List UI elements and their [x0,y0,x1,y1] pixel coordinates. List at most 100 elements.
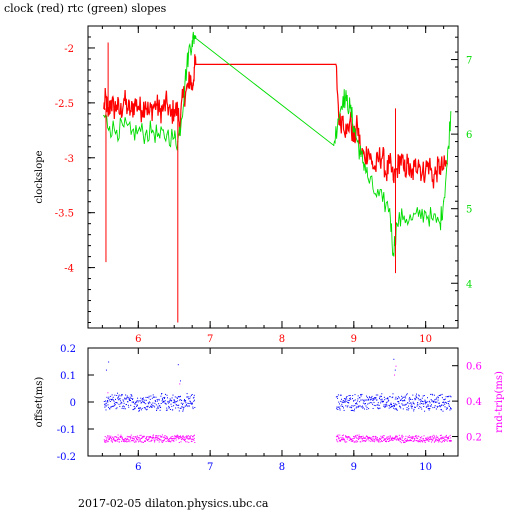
data-point [448,406,450,407]
data-point [180,437,182,439]
data-point [445,435,447,437]
data-point [343,409,345,411]
data-point [387,397,389,399]
data-point [160,403,162,404]
data-point [374,193,376,195]
data-point [375,436,377,438]
data-point [368,440,370,442]
data-point [114,440,116,441]
data-point [348,402,350,404]
data-point [159,439,161,441]
data-point [338,401,340,403]
data-point [113,400,115,402]
data-point [179,399,181,401]
data-point [123,406,125,408]
data-point [152,437,154,439]
data-point [191,40,193,42]
data-point [389,439,390,441]
data-point [343,407,344,409]
data-point [346,441,348,443]
data-point [120,437,122,438]
data-point [401,395,403,397]
data-point [142,442,144,443]
data-point [429,436,431,437]
data-point [137,401,139,403]
data-point [374,441,376,443]
data-point [364,440,366,442]
data-point [368,402,370,404]
data-point [116,402,118,404]
data-point [448,438,450,439]
data-point [337,436,339,438]
data-point [373,435,375,437]
data-point [448,404,450,406]
data-point [333,144,335,146]
data-point [169,409,171,410]
data-point [129,400,131,401]
data-point [419,406,421,408]
data-point [148,401,150,403]
data-point [337,118,339,120]
outlier-points [105,358,397,394]
data-point [428,162,430,164]
data-point [443,168,445,170]
data-point [134,407,136,409]
data-point [146,436,148,437]
data-point [423,401,425,403]
data-point [146,439,148,441]
data-point [157,436,158,438]
data-point [369,402,371,404]
data-point [184,399,185,401]
x-tick-label: 7 [207,462,213,473]
data-point [109,401,111,402]
data-point [179,124,181,126]
data-point [420,406,422,408]
data-point [442,404,444,406]
data-point [430,437,432,439]
data-point [397,396,399,398]
data-point [338,437,340,439]
data-point [136,405,137,407]
data-point [422,403,424,405]
data-point [104,440,106,442]
data-point [171,397,173,399]
data-point [110,100,112,102]
data-point [385,405,386,407]
data-point [385,441,386,442]
data-point [138,440,140,442]
data-point [169,398,171,400]
data-point [396,404,398,406]
data-point [105,402,107,404]
data-point [149,398,151,400]
data-point [187,402,189,404]
data-point [372,397,374,399]
data-point [151,437,153,439]
data-point [428,409,430,411]
data-point [111,399,113,401]
data-point [180,399,182,401]
data-point [436,437,438,438]
data-point [397,438,399,440]
data-point [410,398,411,400]
data-point [450,396,452,398]
data-point [130,434,132,436]
data-point [161,436,162,438]
data-point [162,107,164,109]
data-point [439,223,441,225]
data-point [372,440,374,442]
data-point [357,400,359,402]
data-point [369,397,371,399]
data-point [114,440,116,442]
data-point [160,395,162,397]
data-point [176,404,178,406]
data-point [161,434,163,436]
data-point [437,397,439,399]
data-point [418,394,420,396]
data-point [441,436,443,438]
data-point [188,435,189,437]
data-point [386,401,388,403]
data-point [427,408,429,410]
data-point [174,396,176,398]
data-point [383,396,385,398]
data-point [125,404,127,405]
